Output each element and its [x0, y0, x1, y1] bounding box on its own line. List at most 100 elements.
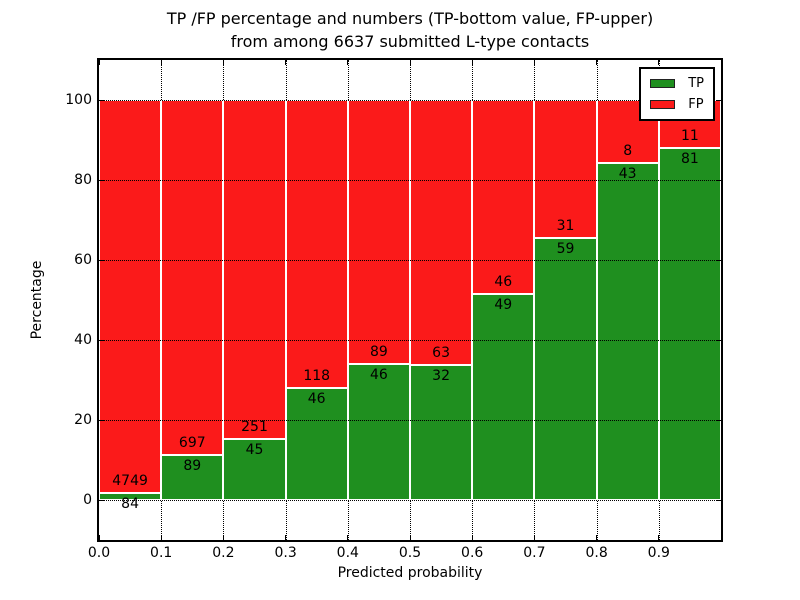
fp-count-label: 4749 — [112, 473, 148, 490]
x-axis-label: Predicted probability — [337, 565, 483, 581]
tp-count-label: 45 — [245, 442, 264, 459]
bar-segment-fp — [410, 100, 473, 366]
x-tick-label: 0.8 — [585, 545, 608, 561]
chart-title-line2: from among 6637 submitted L-type contact… — [230, 32, 590, 51]
plot-area: TP FP 4749 84 697 89 251 45 118 46 89 46 63 32 46 49 3… — [97, 58, 723, 542]
y-tick-mark — [99, 99, 104, 101]
chart-title: TP /FP percentage and numbers (TP-bottom… — [99, 7, 721, 53]
bar-segment-tp — [534, 237, 597, 500]
horizontal-gridline — [99, 100, 721, 101]
fp-count-label: 11 — [680, 127, 699, 144]
y-tick-mark — [99, 259, 104, 261]
bar-segment-tp — [347, 363, 410, 500]
x-tick-mark — [160, 60, 162, 65]
bar-segment-fp — [223, 100, 286, 440]
x-tick-mark — [285, 60, 287, 65]
x-tick-mark — [720, 535, 722, 540]
x-tick-mark — [409, 60, 411, 65]
legend-item-tp: TP — [650, 73, 704, 94]
y-tick-mark — [716, 179, 721, 181]
bar-segment-tp — [410, 365, 473, 500]
tp-count-label: 43 — [618, 165, 637, 182]
x-tick-mark — [533, 60, 535, 65]
x-tick-mark — [533, 535, 535, 540]
fp-count-label: 46 — [494, 273, 513, 290]
horizontal-gridline — [99, 260, 721, 261]
x-tick-mark — [222, 535, 224, 540]
tp-count-label: 81 — [680, 150, 699, 167]
x-tick-label: 0.7 — [523, 545, 546, 561]
x-tick-mark — [658, 60, 660, 65]
bar-segment-fp — [99, 100, 162, 494]
x-tick-mark — [596, 60, 598, 65]
tp-count-label: 49 — [494, 296, 513, 313]
x-tick-mark — [347, 535, 349, 540]
x-tick-mark — [160, 535, 162, 540]
y-tick-mark — [716, 259, 721, 261]
x-tick-label: 0.3 — [274, 545, 297, 561]
x-tick-mark — [285, 535, 287, 540]
x-tick-mark — [222, 60, 224, 65]
y-tick-mark — [99, 339, 104, 341]
x-tick-label: 0.0 — [87, 545, 111, 561]
fp-count-label: 251 — [241, 419, 268, 436]
bar-segment-tp — [99, 493, 162, 500]
horizontal-gridline — [99, 420, 721, 421]
legend-item-fp: FP — [650, 94, 704, 115]
x-tick-label: 0.6 — [461, 545, 484, 561]
x-tick-mark — [720, 60, 722, 65]
x-tick-label: 0.1 — [150, 545, 173, 561]
bar-segment-tp — [658, 147, 721, 500]
tp-count-label: 32 — [432, 368, 451, 385]
bar-segment-tp — [161, 454, 224, 500]
fp-count-label: 118 — [303, 367, 331, 384]
x-tick-label: 0.5 — [398, 545, 422, 561]
tp-count-label: 84 — [121, 496, 140, 513]
fp-count-label: 8 — [623, 142, 633, 159]
y-tick-label: 60 — [74, 252, 92, 268]
y-tick-label: 20 — [74, 412, 92, 428]
y-tick-mark — [99, 179, 104, 181]
fp-count-label: 31 — [556, 217, 575, 234]
x-tick-mark — [409, 535, 411, 540]
y-tick-mark — [99, 499, 104, 501]
bar-segment-fp — [472, 100, 535, 294]
bar-segment-fp — [534, 100, 597, 238]
horizontal-gridline — [99, 500, 721, 501]
y-tick-label: 100 — [65, 92, 92, 108]
bar-segment-fp — [161, 100, 224, 455]
y-tick-label: 80 — [74, 172, 92, 188]
bar-segment-fp — [347, 100, 410, 364]
y-tick-mark — [99, 419, 104, 421]
x-tick-mark — [471, 60, 473, 65]
x-tick-label: 0.2 — [212, 545, 235, 561]
bar-segment-fp — [285, 100, 348, 388]
fp-swatch-icon — [650, 100, 676, 109]
tp-swatch-icon — [650, 79, 676, 88]
y-tick-label: 0 — [83, 492, 92, 508]
fp-count-label: 63 — [432, 345, 451, 362]
x-tick-mark — [471, 535, 473, 540]
bar-segment-tp — [285, 387, 348, 500]
bar-segment-tp — [223, 439, 286, 500]
chart-title-line1: TP /FP percentage and numbers (TP-bottom… — [166, 9, 654, 28]
x-tick-label: 0.4 — [336, 545, 359, 561]
y-tick-mark — [716, 339, 721, 341]
y-tick-mark — [716, 419, 721, 421]
x-tick-mark — [98, 535, 100, 540]
y-tick-mark — [716, 99, 721, 101]
tp-count-label: 89 — [183, 457, 202, 474]
y-tick-mark — [716, 499, 721, 501]
y-axis-label: Percentage — [29, 260, 45, 340]
bar-segment-tp — [596, 162, 659, 500]
fp-count-label: 89 — [369, 343, 388, 360]
legend: TP FP — [639, 67, 715, 121]
horizontal-gridline — [99, 180, 721, 181]
tp-count-label: 46 — [307, 390, 326, 407]
horizontal-gridline — [99, 340, 721, 341]
legend-label-tp: TP — [688, 76, 704, 91]
x-tick-mark — [596, 535, 598, 540]
bar-segment-tp — [472, 293, 535, 500]
legend-label-fp: FP — [688, 97, 704, 112]
